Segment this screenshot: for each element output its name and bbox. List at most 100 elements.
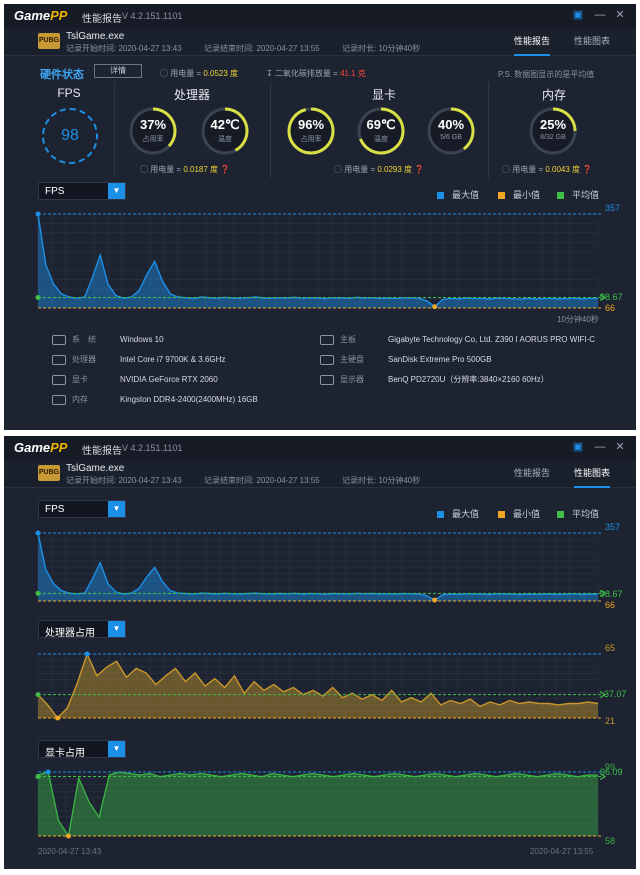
legend-max: 最大值 (437, 507, 479, 520)
sys-gpu: 显卡 NVIDIA GeForce RTX 2060 (52, 374, 218, 385)
divider (270, 82, 271, 178)
gauge-arc (357, 107, 405, 155)
record-duration: 记录时长: 10分钟40秒 (342, 476, 421, 485)
performance-report-window: GamePP 性能报告 V 4.2.151.1101 ▣ — ✕ PUBG Ts… (4, 4, 636, 430)
sys-os: 系 统 Windows 10 (52, 334, 164, 345)
cpu-temp-gauge: 42℃ 温度 (200, 106, 250, 156)
fps-max-label: 357 (605, 522, 621, 532)
chart-duration: 10分钟40秒 (557, 315, 599, 324)
power-icon: ◯ (334, 165, 342, 174)
min-point (55, 715, 61, 721)
time-start: 2020-04-27 13:43 (38, 847, 102, 856)
memory-gauge: 25% 8/32 GB (528, 106, 578, 156)
cpu-section-title: 处理器 (173, 88, 210, 102)
fps-max-label: 357 (605, 203, 621, 213)
cpu-usage-gauge: 37% 占用率 (128, 106, 178, 156)
chevron-down-icon[interactable]: ▼ (108, 501, 125, 517)
metric-select-fps[interactable]: FPS ▼ (38, 182, 126, 200)
camera-icon[interactable]: ▣ (572, 441, 584, 453)
metric-select-fps[interactable]: FPS ▼ (38, 500, 126, 518)
close-icon[interactable]: ✕ (615, 441, 625, 453)
game-info-bar: PUBG TslGame.exe 记录开始时间: 2020-04-27 13:4… (4, 28, 636, 56)
max-point (35, 211, 41, 217)
gauge-arc (529, 107, 577, 155)
minimize-icon[interactable]: — (594, 441, 606, 453)
chevron-down-icon[interactable]: ▼ (108, 621, 125, 637)
metric-select-cpu[interactable]: 处理器占用 ▼ (38, 620, 126, 639)
tab-report[interactable]: 性能报告 (514, 34, 551, 56)
power-icon: ◯ (502, 165, 510, 174)
series-area (38, 772, 598, 836)
memory-icon (52, 394, 66, 405)
min-point (432, 597, 438, 603)
tab-charts[interactable]: 性能图表 (574, 36, 611, 46)
fps-min-label: 66 (605, 600, 616, 610)
fps-average-ring: 98 (42, 108, 98, 164)
tab-charts[interactable]: 性能图表 (574, 466, 611, 488)
sys-motherboard: 主板 Gigabyte Technology Co, Ltd. Z390 I AO… (320, 334, 595, 345)
record-start: 记录开始时间: 2020-04-27 13:43 (66, 44, 182, 53)
legend-avg: 平均值 (557, 507, 599, 520)
help-icon[interactable]: ❓ (220, 165, 231, 174)
detail-button[interactable]: 详情 (94, 64, 142, 78)
fps-avg-label: 98.67 (600, 589, 623, 599)
power-icon: ◯ (160, 69, 168, 78)
min-point (432, 304, 438, 310)
cpu-power: ◯ 用电量 = 0.0187 度 ❓ (140, 165, 231, 174)
series-area (38, 214, 598, 308)
sys-disk: 主硬盘 SanDisk Extreme Pro 500GB (320, 354, 492, 365)
minimize-icon[interactable]: — (594, 9, 606, 21)
fps-avg-label: 98.67 (600, 292, 623, 302)
gpu-power: ◯ 用电量 = 0.0293 度 ❓ (334, 165, 425, 174)
vram-gauge: 40% 5/6 GB (426, 106, 476, 156)
metric-select-gpu[interactable]: 显卡占用 ▼ (38, 740, 126, 759)
fps-chart (35, 211, 607, 310)
title-bar: GamePP 性能报告 V 4.2.151.1101 ▣ — ✕ (4, 436, 636, 460)
gauge-arc (201, 107, 249, 155)
help-icon[interactable]: ❓ (582, 165, 593, 174)
cpu-avg-label: 37.07 (604, 689, 627, 699)
gpu-avg-label: 96.09 (600, 767, 623, 777)
sys-cpu: 处理器 Intel Core i7 9700K & 3.6GHz (52, 354, 225, 365)
game-name: TslGame.exe (66, 31, 125, 42)
pubg-icon: PUBG (38, 33, 60, 49)
tab-report[interactable]: 性能报告 (514, 468, 551, 478)
power-icon: ◯ (140, 165, 148, 174)
avg-arrow (599, 691, 607, 699)
gauge-arc (129, 107, 177, 155)
avg-arrow (599, 293, 607, 301)
avg-point (35, 294, 41, 300)
chevron-down-icon[interactable]: ▼ (108, 741, 125, 757)
max-point (84, 651, 90, 657)
game-info-bar: PUBG TslGame.exe 记录开始时间: 2020-04-27 13:4… (4, 460, 636, 488)
help-icon[interactable]: ❓ (414, 165, 425, 174)
close-icon[interactable]: ✕ (615, 9, 625, 21)
cpu-min-label: 21 (605, 716, 616, 726)
gpu-section-title: 显卡 (371, 88, 396, 102)
gpu-usage-chart (35, 769, 607, 839)
window-title: 性能报告 (82, 14, 122, 25)
gpu-min-label: 58 (605, 836, 616, 846)
series-area (38, 654, 598, 718)
legend-min: 最小值 (498, 188, 540, 201)
record-end: 记录结束时间: 2020-04-27 13:55 (204, 476, 320, 485)
avg-arrow (599, 589, 607, 597)
record-start: 记录开始时间: 2020-04-27 13:43 (66, 476, 182, 485)
max-point (35, 530, 41, 536)
series-line (37, 771, 598, 838)
avg-point (35, 692, 41, 698)
mem-section-title: 内存 (541, 88, 566, 102)
sys-monitor: 显示器 BenQ PD2720U（分辨率:3840×2160 60Hz） (320, 374, 549, 385)
max-point (45, 769, 51, 775)
cpu-icon (52, 354, 66, 365)
legend-avg: 平均值 (557, 188, 599, 201)
camera-icon[interactable]: ▣ (572, 9, 584, 21)
fps-min-label: 66 (605, 303, 616, 313)
series-area (38, 533, 598, 601)
gpu-temp-gauge: 69℃ 温度 (356, 106, 406, 156)
leaf-icon: ↧ (266, 69, 273, 78)
motherboard-icon (320, 334, 334, 345)
chevron-down-icon[interactable]: ▼ (108, 183, 125, 199)
window-title: 性能报告 (82, 446, 122, 457)
series-line (37, 652, 599, 720)
